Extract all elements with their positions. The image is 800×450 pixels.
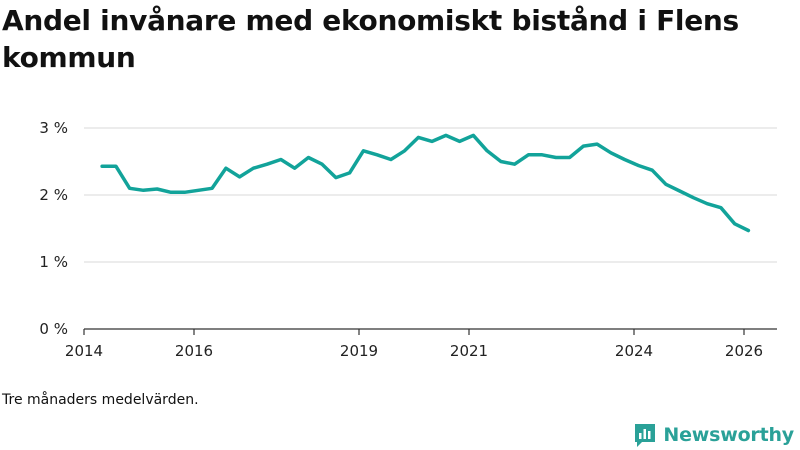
y-tick-label: 0 %: [39, 320, 68, 338]
y-tick-label: 2 %: [39, 186, 68, 204]
y-tick-label: 1 %: [39, 253, 68, 271]
x-tick-label: 2014: [65, 342, 103, 360]
newsworthy-logo-icon: [635, 424, 656, 447]
series-line: [100, 133, 751, 233]
footnote: Tre månaders medelvärden.: [2, 392, 199, 408]
gridlines: [84, 127, 777, 263]
brand-name: Newsworthy: [663, 424, 794, 446]
x-tick-label: 2021: [450, 342, 488, 360]
chart-title: Andel invånare med ekonomiskt bistånd i …: [2, 4, 739, 74]
x-tick-label: 2016: [175, 342, 213, 360]
series-group: [100, 133, 751, 233]
x-axis: 2014 2016 2019 2021 2024 2026: [65, 328, 777, 360]
brand-logo[interactable]: Newsworthy: [633, 420, 794, 450]
x-tick-label: 2026: [725, 342, 763, 360]
x-tick-label: 2019: [340, 342, 378, 360]
y-tick-label: 3 %: [39, 119, 68, 137]
y-axis-labels: 0 % 1 % 2 % 3 %: [39, 119, 68, 338]
x-tick-label: 2024: [615, 342, 653, 360]
